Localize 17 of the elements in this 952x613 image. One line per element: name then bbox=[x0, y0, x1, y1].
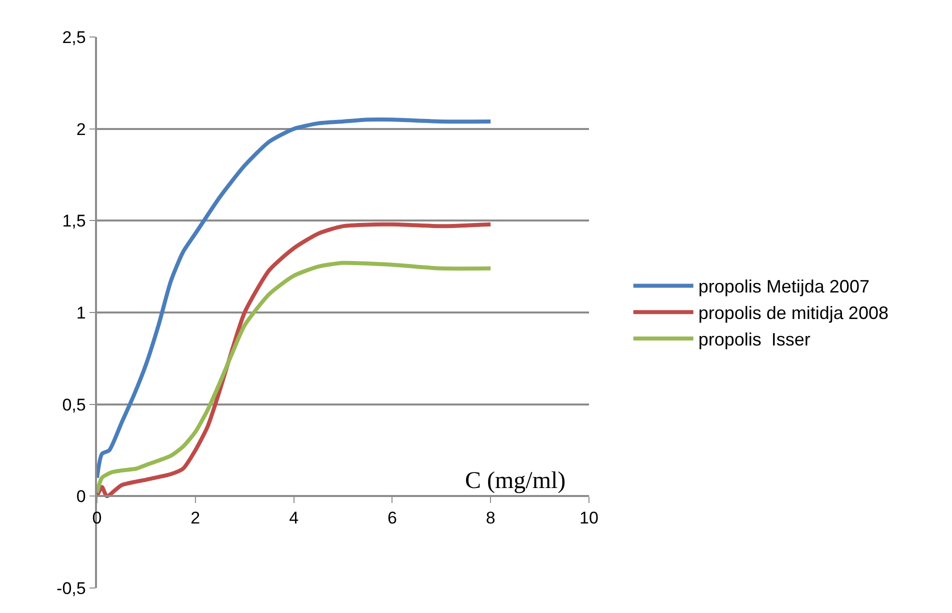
x-tick-label: 0 bbox=[92, 508, 102, 528]
legend-label: propolis Isser bbox=[698, 330, 810, 350]
x-tick-label: 4 bbox=[289, 508, 299, 528]
y-tick-label: 2,5 bbox=[62, 28, 86, 47]
x-tick-label: 10 bbox=[580, 508, 598, 528]
x-axis-title: C (mg/ml) bbox=[465, 468, 566, 494]
legend-label: propolis Metijda 2007 bbox=[698, 276, 870, 297]
x-tick-label: 2 bbox=[190, 508, 200, 528]
x-tick-label: 6 bbox=[387, 508, 397, 528]
y-tick-label: -0,5 bbox=[56, 578, 86, 598]
legend-label: propolis de mitidja 2008 bbox=[698, 303, 888, 324]
y-tick-label: 2 bbox=[76, 120, 86, 139]
y-tick-label: 1,5 bbox=[62, 212, 86, 231]
y-tick-label: 0,5 bbox=[62, 395, 86, 414]
x-tick-label: 8 bbox=[486, 508, 496, 528]
y-tick-label: 1 bbox=[76, 303, 86, 322]
y-tick-label: 0 bbox=[76, 487, 86, 506]
